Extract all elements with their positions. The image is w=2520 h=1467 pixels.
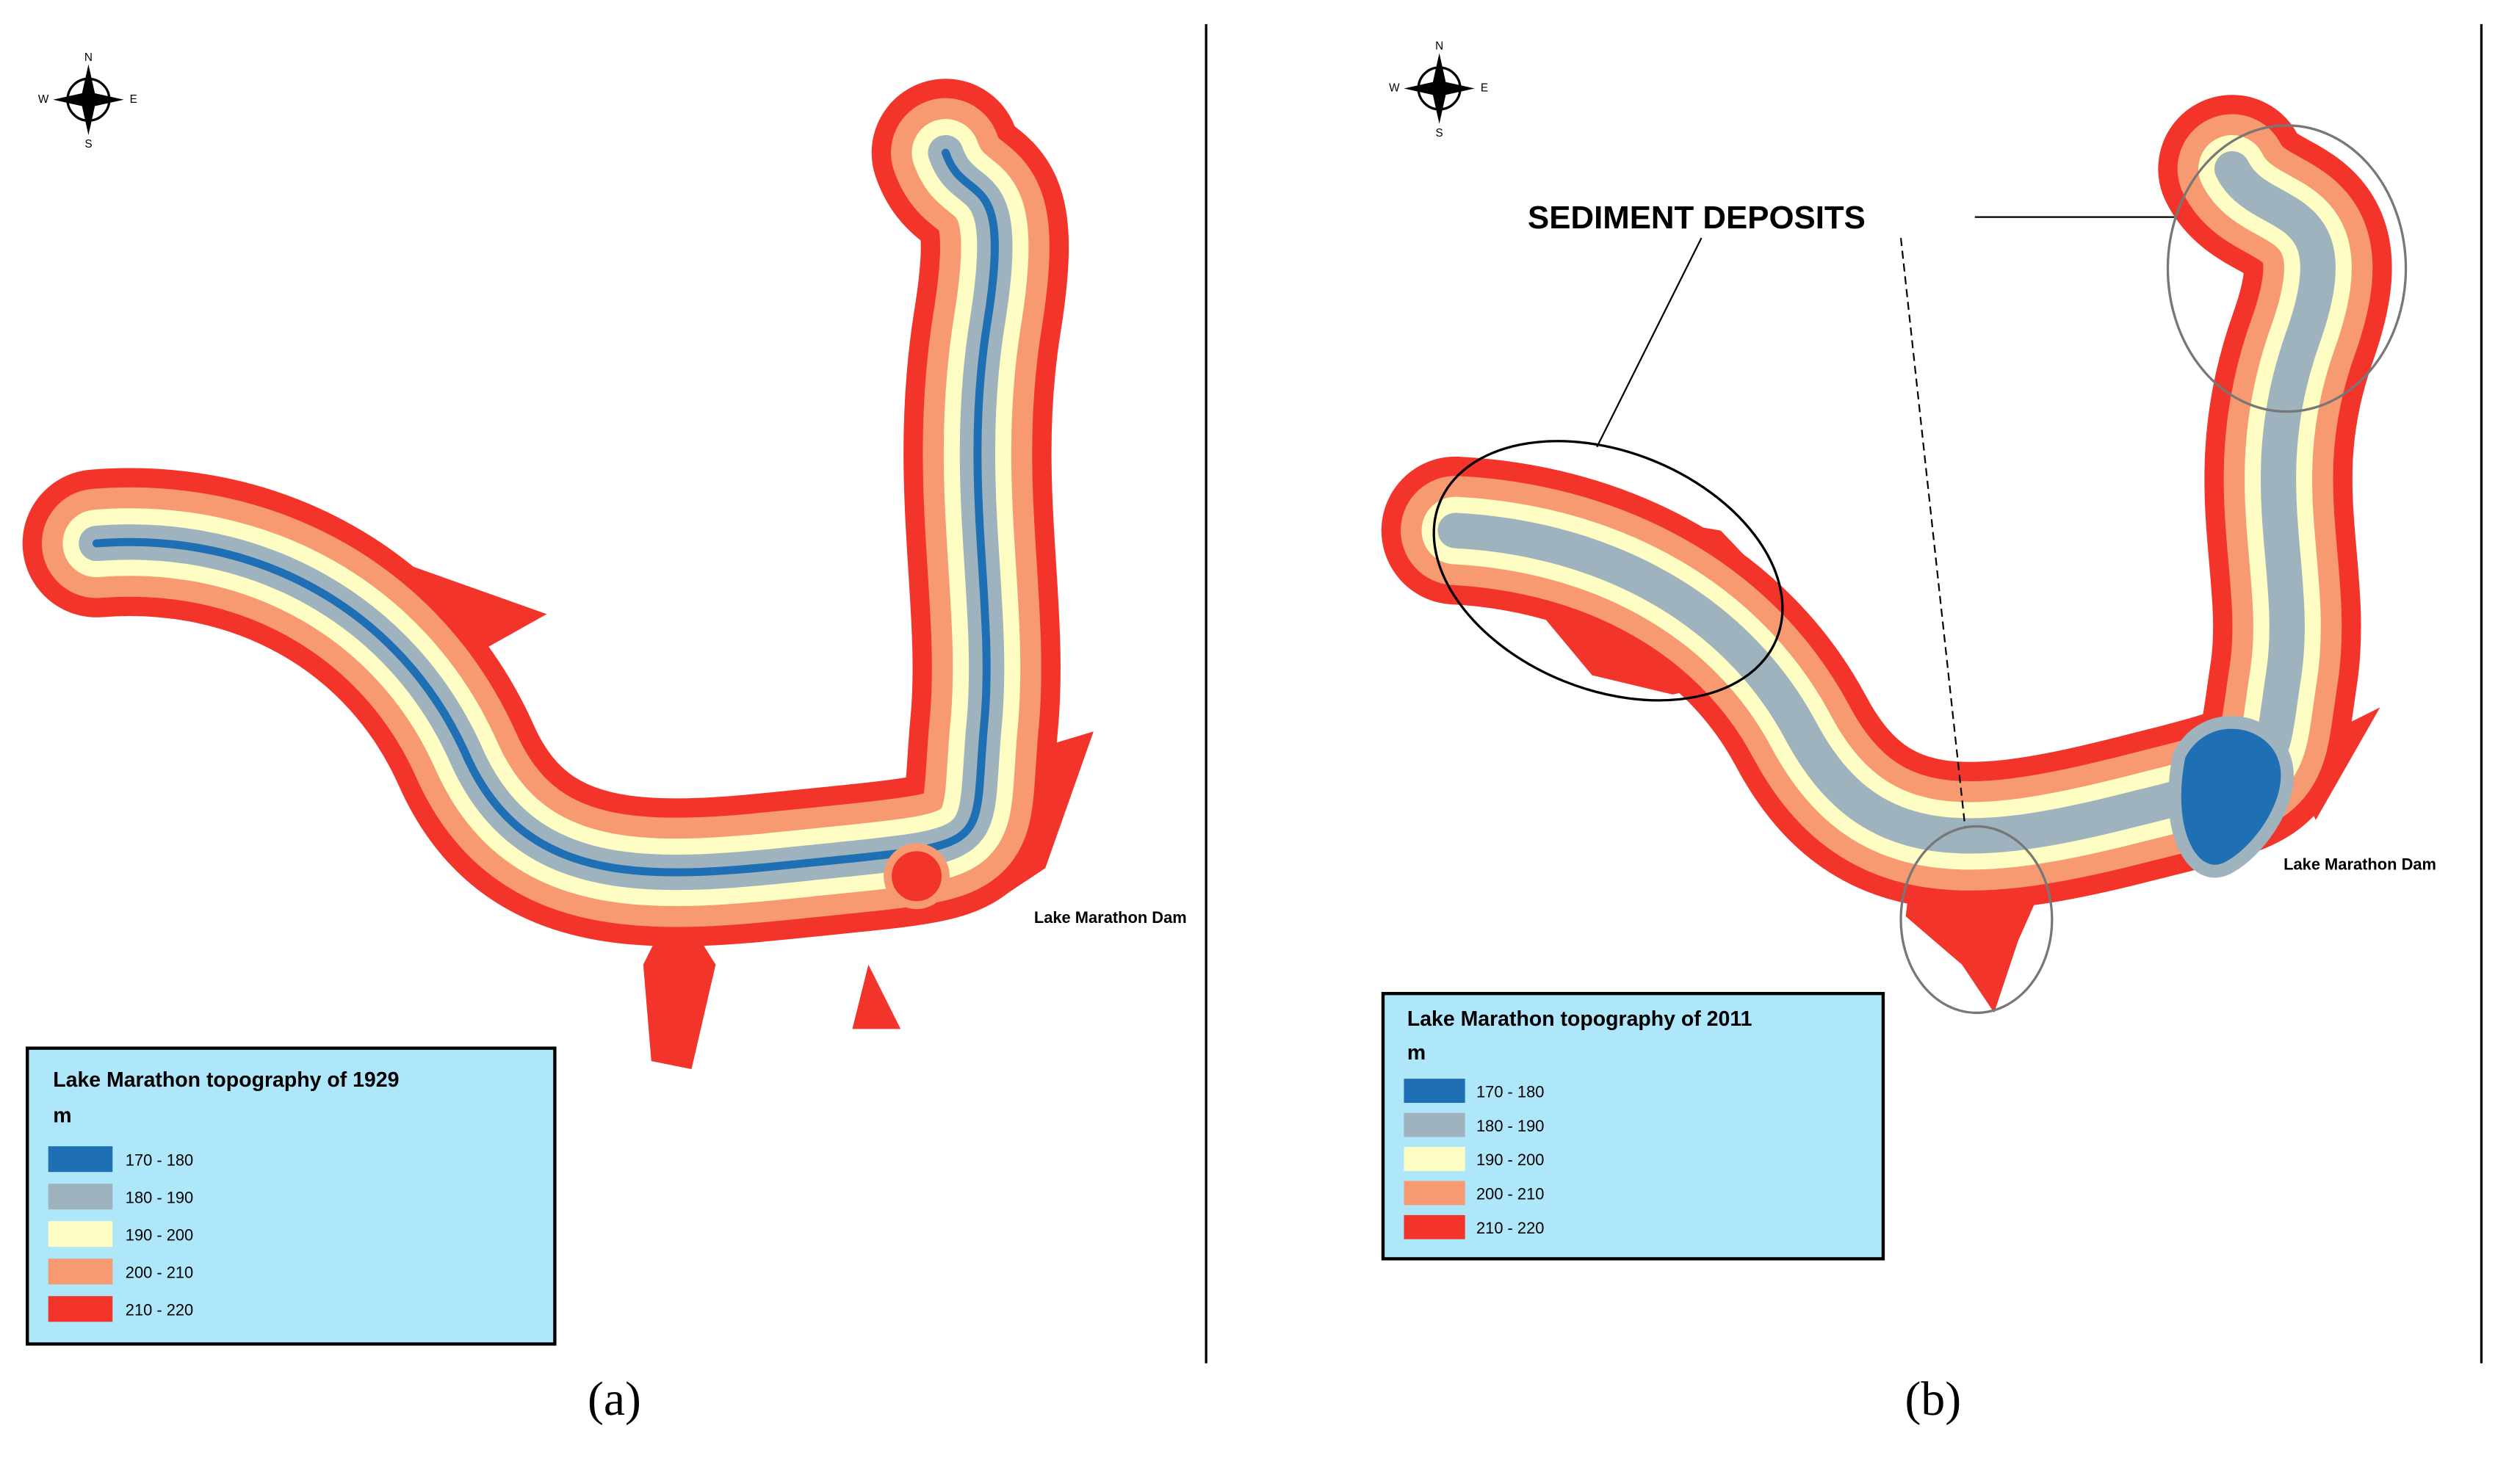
highlight-ellipse	[1899, 825, 2054, 1015]
deep-zone	[2168, 716, 2294, 878]
legend-title: Lake Marathon topography of 2011	[1407, 1007, 1752, 1031]
legend-swatch	[1404, 1181, 1465, 1206]
legend-swatch	[48, 1184, 113, 1210]
compass-letter: E	[1481, 82, 1488, 94]
compass-star	[1404, 53, 1475, 124]
legend-swatch	[1404, 1112, 1465, 1137]
legend-title: Lake Marathon topography of 1929	[53, 1068, 399, 1092]
island	[884, 843, 950, 910]
compass-star	[53, 64, 124, 135]
dam-label: Lake Marathon Dam	[2283, 855, 2436, 874]
highlight-ellipse	[1432, 440, 1784, 702]
panel-label: (a)	[588, 1372, 641, 1426]
annotation: SEDIMENT DEPOSITS	[1528, 200, 1866, 236]
compass-letter: S	[84, 138, 92, 151]
dam-label: Lake Marathon Dam	[1034, 908, 1187, 927]
legend-item: 180 - 190	[1476, 1117, 1544, 1135]
legend-item: 170 - 180	[126, 1151, 193, 1169]
compass-letter: N	[1435, 40, 1443, 53]
legend-swatch	[48, 1258, 113, 1285]
legend-unit: m	[53, 1104, 71, 1127]
depth-band	[92, 148, 999, 877]
map-panel: N E S W Lake Marathon Dam Lake Marathon topog…	[22, 51, 1187, 1426]
legend-item: 200 - 210	[126, 1263, 193, 1281]
legend-swatch	[48, 1221, 113, 1247]
legend-box	[26, 1046, 557, 1346]
map-panel: N E S W Lake Marathon Dam Lake Marathon topog…	[1381, 40, 2436, 1426]
legend-swatch	[1404, 1079, 1465, 1104]
leader-line	[1899, 237, 1966, 828]
compass-letter: S	[1436, 127, 1443, 140]
legend-item: 200 - 210	[1476, 1185, 1544, 1203]
legend-swatch	[48, 1146, 113, 1173]
compass-letter: N	[84, 51, 93, 64]
legend-item: 170 - 180	[1476, 1082, 1544, 1101]
panel-label: (b)	[1905, 1372, 1962, 1426]
legend-unit: m	[1407, 1041, 1426, 1065]
legend-item: 210 - 220	[126, 1301, 193, 1319]
legend-box	[1381, 991, 1885, 1261]
compass-letter: W	[1389, 82, 1400, 94]
legend-item: 190 - 200	[126, 1225, 193, 1244]
compass-letter: E	[130, 93, 137, 106]
lake-arm	[852, 964, 901, 1029]
compass-letter: W	[38, 93, 49, 106]
legend-item: 190 - 200	[1476, 1151, 1544, 1169]
leader-line	[1596, 237, 1703, 448]
legend-swatch	[1404, 1214, 1465, 1239]
highlight-ellipse	[2166, 124, 2408, 413]
legend-swatch	[48, 1296, 113, 1322]
legend-swatch	[1404, 1147, 1465, 1171]
legend-item: 210 - 220	[1476, 1219, 1544, 1237]
legend-item: 180 - 190	[126, 1188, 193, 1206]
